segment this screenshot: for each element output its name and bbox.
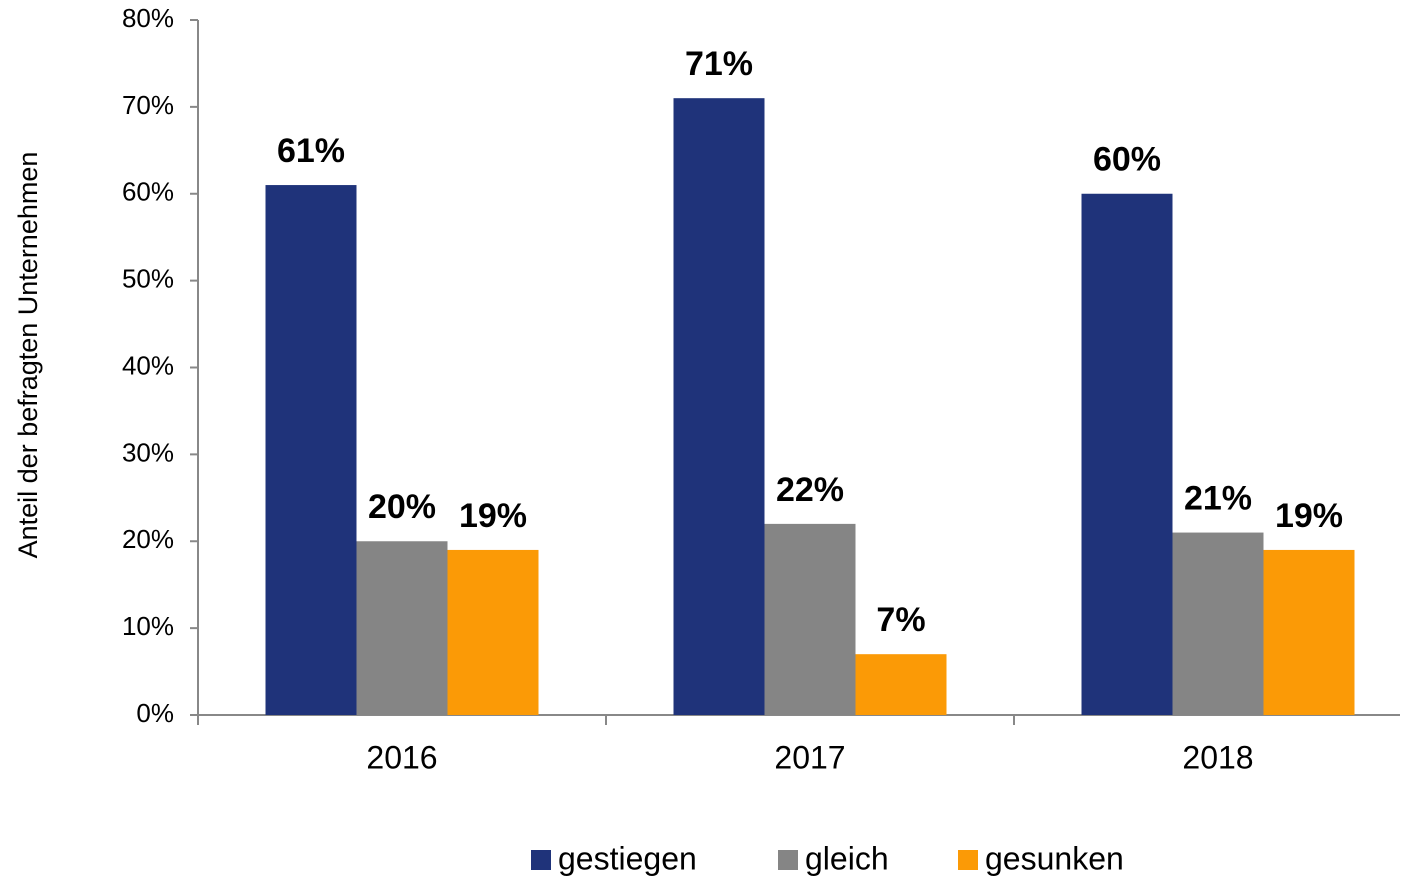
- bar: [1081, 193, 1173, 715]
- value-label: 20%: [368, 488, 436, 526]
- bar: [1172, 532, 1264, 715]
- value-label: 19%: [459, 497, 527, 535]
- legend-swatch: [778, 850, 798, 870]
- value-label: 61%: [277, 132, 345, 170]
- bar: [265, 185, 357, 715]
- legend-swatch: [958, 850, 978, 870]
- value-label: 19%: [1275, 497, 1343, 535]
- bar: [1263, 549, 1355, 715]
- y-tick-label: 30%: [122, 437, 174, 467]
- x-tick-label: 2016: [366, 739, 437, 775]
- value-label: 22%: [776, 471, 844, 509]
- bar: [447, 549, 539, 715]
- bar: [764, 523, 856, 715]
- y-tick-label: 80%: [122, 3, 174, 33]
- x-tick-label: 2018: [1182, 739, 1253, 775]
- legend-label: gestiegen: [558, 840, 697, 876]
- bar: [673, 98, 765, 715]
- value-label: 71%: [685, 45, 753, 83]
- value-label: 60%: [1093, 141, 1161, 179]
- legend-label: gleich: [805, 840, 889, 876]
- y-tick-label: 10%: [122, 611, 174, 641]
- y-tick-label: 50%: [122, 264, 174, 294]
- y-tick-label: 60%: [122, 177, 174, 207]
- legend-swatch: [531, 850, 551, 870]
- y-tick-label: 0%: [136, 698, 174, 728]
- x-tick-label: 2017: [774, 739, 845, 775]
- y-axis-label: Anteil der befragten Unternehmen: [13, 152, 43, 559]
- legend-label: gesunken: [985, 840, 1124, 876]
- value-label: 7%: [876, 601, 925, 639]
- y-tick-label: 70%: [122, 90, 174, 120]
- y-tick-label: 20%: [122, 524, 174, 554]
- bar: [855, 654, 947, 715]
- y-tick-label: 40%: [122, 350, 174, 380]
- bar: [356, 541, 448, 715]
- value-label: 21%: [1184, 480, 1252, 518]
